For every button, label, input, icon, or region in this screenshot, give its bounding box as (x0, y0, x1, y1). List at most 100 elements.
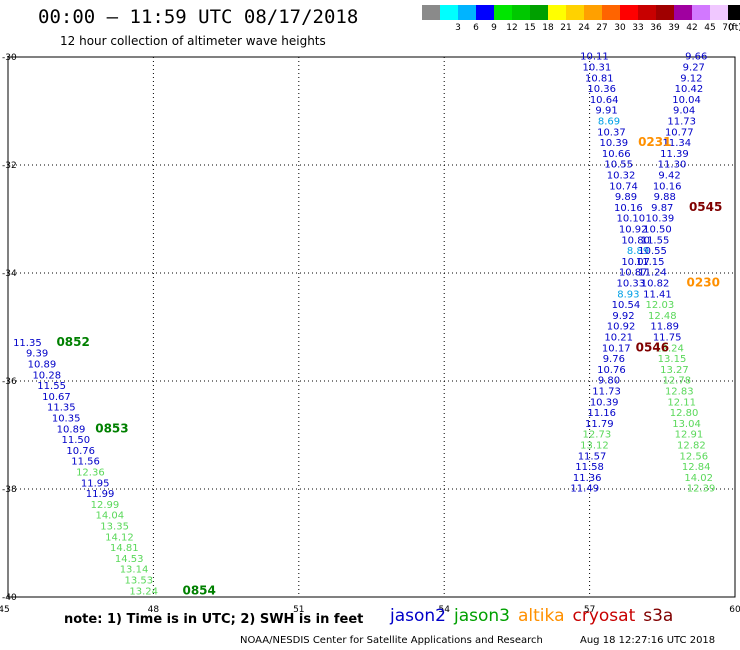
wave-height-value: 10.80 (621, 235, 650, 246)
y-tick-label: -34 (2, 269, 17, 279)
wave-height-value: 11.55 (37, 381, 66, 392)
time-label: 0853 (95, 421, 128, 435)
satellite-track-track-2: 10.1110.3110.8110.3610.649.918.6910.3710… (570, 52, 650, 495)
wave-height-value: 13.15 (658, 354, 687, 365)
color-swatch (710, 5, 728, 20)
wave-height-value: 11.49 (570, 484, 599, 495)
color-swatch (440, 5, 458, 20)
wave-height-value: 12.11 (667, 397, 696, 408)
color-scale-label: 36 (650, 23, 662, 33)
x-tick-label: 48 (148, 605, 160, 615)
wave-height-value: 13.35 (100, 522, 129, 533)
wave-height-value: 10.33 (616, 279, 645, 290)
time-label: 0231 (638, 135, 671, 149)
wave-height-value: 11.73 (592, 387, 621, 398)
wave-height-value: 11.50 (62, 435, 91, 446)
color-scale-label: 30 (614, 23, 626, 33)
wave-height-value: 13.14 (120, 565, 149, 576)
wave-height-value: 11.58 (575, 462, 604, 473)
color-swatch (422, 5, 440, 20)
wave-height-value: 11.39 (660, 149, 689, 160)
color-scale-label: 33 (632, 23, 644, 33)
color-swatch (602, 5, 620, 20)
wave-height-value: 11.57 (578, 451, 607, 462)
color-swatch (476, 5, 494, 20)
wave-height-value: 9.87 (651, 203, 673, 214)
wave-height-value: 10.55 (638, 246, 667, 257)
wave-height-value: 13.53 (125, 576, 154, 587)
footnote: note: 1) Time is in UTC; 2) SWH is in fe… (64, 612, 364, 627)
page-title: 00:00 – 11:59 UTC 08/17/2018 (38, 6, 359, 28)
wave-height-value: 9.42 (658, 171, 680, 182)
wave-height-value: 12.73 (583, 430, 612, 441)
wave-height-value: 10.76 (66, 446, 95, 457)
wave-height-value: 12.91 (675, 430, 704, 441)
wave-height-value: 9.27 (683, 63, 705, 74)
wave-height-value: 10.39 (590, 397, 619, 408)
wave-height-value: 9.39 (26, 349, 48, 360)
color-swatch (566, 5, 584, 20)
color-swatch (728, 5, 740, 20)
wave-height-value: 11.95 (81, 478, 110, 489)
color-scale-label: 12 (506, 23, 518, 33)
color-scale-unit: (ft) (728, 23, 740, 33)
wave-height-value: 9.89 (615, 192, 637, 203)
wave-height-value: 11.75 (653, 333, 682, 344)
color-scale-label: 3 (455, 23, 461, 33)
wave-height-value: 12.24 (655, 343, 684, 354)
wave-height-value: 12.78 (663, 376, 692, 387)
time-label: 0230 (687, 276, 720, 290)
wave-height-value: 10.81 (585, 73, 614, 84)
color-scale-label: 24 (578, 23, 590, 33)
wave-height-value: 10.10 (616, 214, 645, 225)
wave-height-value: 10.36 (587, 84, 616, 95)
wave-height-value: 10.07 (621, 257, 650, 268)
y-tick-label: -36 (2, 377, 17, 387)
color-swatch (494, 5, 512, 20)
wave-height-value: 12.83 (665, 387, 694, 398)
wave-height-value: 10.64 (590, 95, 619, 106)
wave-height-value: 11.36 (573, 473, 602, 484)
wave-height-value: 10.04 (672, 95, 701, 106)
wave-height-value: 12.36 (76, 468, 105, 479)
wave-height-value: 13.24 (129, 586, 158, 597)
wave-height-value: 12.03 (646, 300, 675, 311)
y-tick-label: -32 (2, 161, 17, 171)
wave-height-value: 10.28 (32, 370, 61, 381)
wave-height-value: 10.35 (52, 414, 81, 425)
wave-height-value: 11.34 (663, 138, 692, 149)
wave-height-value: 9.88 (654, 192, 676, 203)
wave-height-value: 12.39 (687, 484, 716, 495)
wave-height-value: 11.89 (650, 322, 679, 333)
wave-height-value: 10.89 (57, 424, 86, 435)
x-tick-label: 45 (0, 605, 10, 615)
color-swatch (656, 5, 674, 20)
wave-height-value: 14.02 (684, 473, 713, 484)
wave-height-value: 12.80 (670, 408, 699, 419)
axes: 45 48 51 54 57 60 -30 -32 -34 -36 -38 -40 (0, 53, 740, 615)
color-swatch (692, 5, 710, 20)
y-tick-label: -38 (2, 485, 17, 495)
wave-height-value: 9.91 (595, 106, 617, 117)
wave-height-value: 8.89 (627, 246, 649, 257)
wave-height-value: 11.30 (658, 160, 687, 171)
plot-frame (7, 56, 736, 598)
color-scale-label: 6 (473, 23, 479, 33)
wave-height-value: 13.27 (660, 365, 689, 376)
wave-height-value: 11.16 (587, 408, 616, 419)
y-tick-label: -40 (2, 593, 17, 603)
wave-height-value: 13.04 (672, 419, 701, 430)
satellite-legend: jason2 jason3 altika cryosat s3a (390, 606, 681, 626)
wave-height-value: 12.82 (677, 441, 706, 452)
wave-height-value: 10.55 (604, 160, 633, 171)
legend-item-s3a: s3a (643, 606, 674, 626)
credit-text: NOAA/NESDIS Center for Satellite Applica… (240, 635, 543, 646)
legend-item-altika: altika (518, 606, 565, 626)
color-swatch (674, 5, 692, 20)
wave-height-value: 14.53 (115, 554, 144, 565)
color-scale-label: 39 (668, 23, 680, 33)
wave-height-value: 10.39 (646, 214, 675, 225)
wave-height-value: 10.17 (602, 343, 631, 354)
wave-height-value: 14.81 (110, 543, 139, 554)
